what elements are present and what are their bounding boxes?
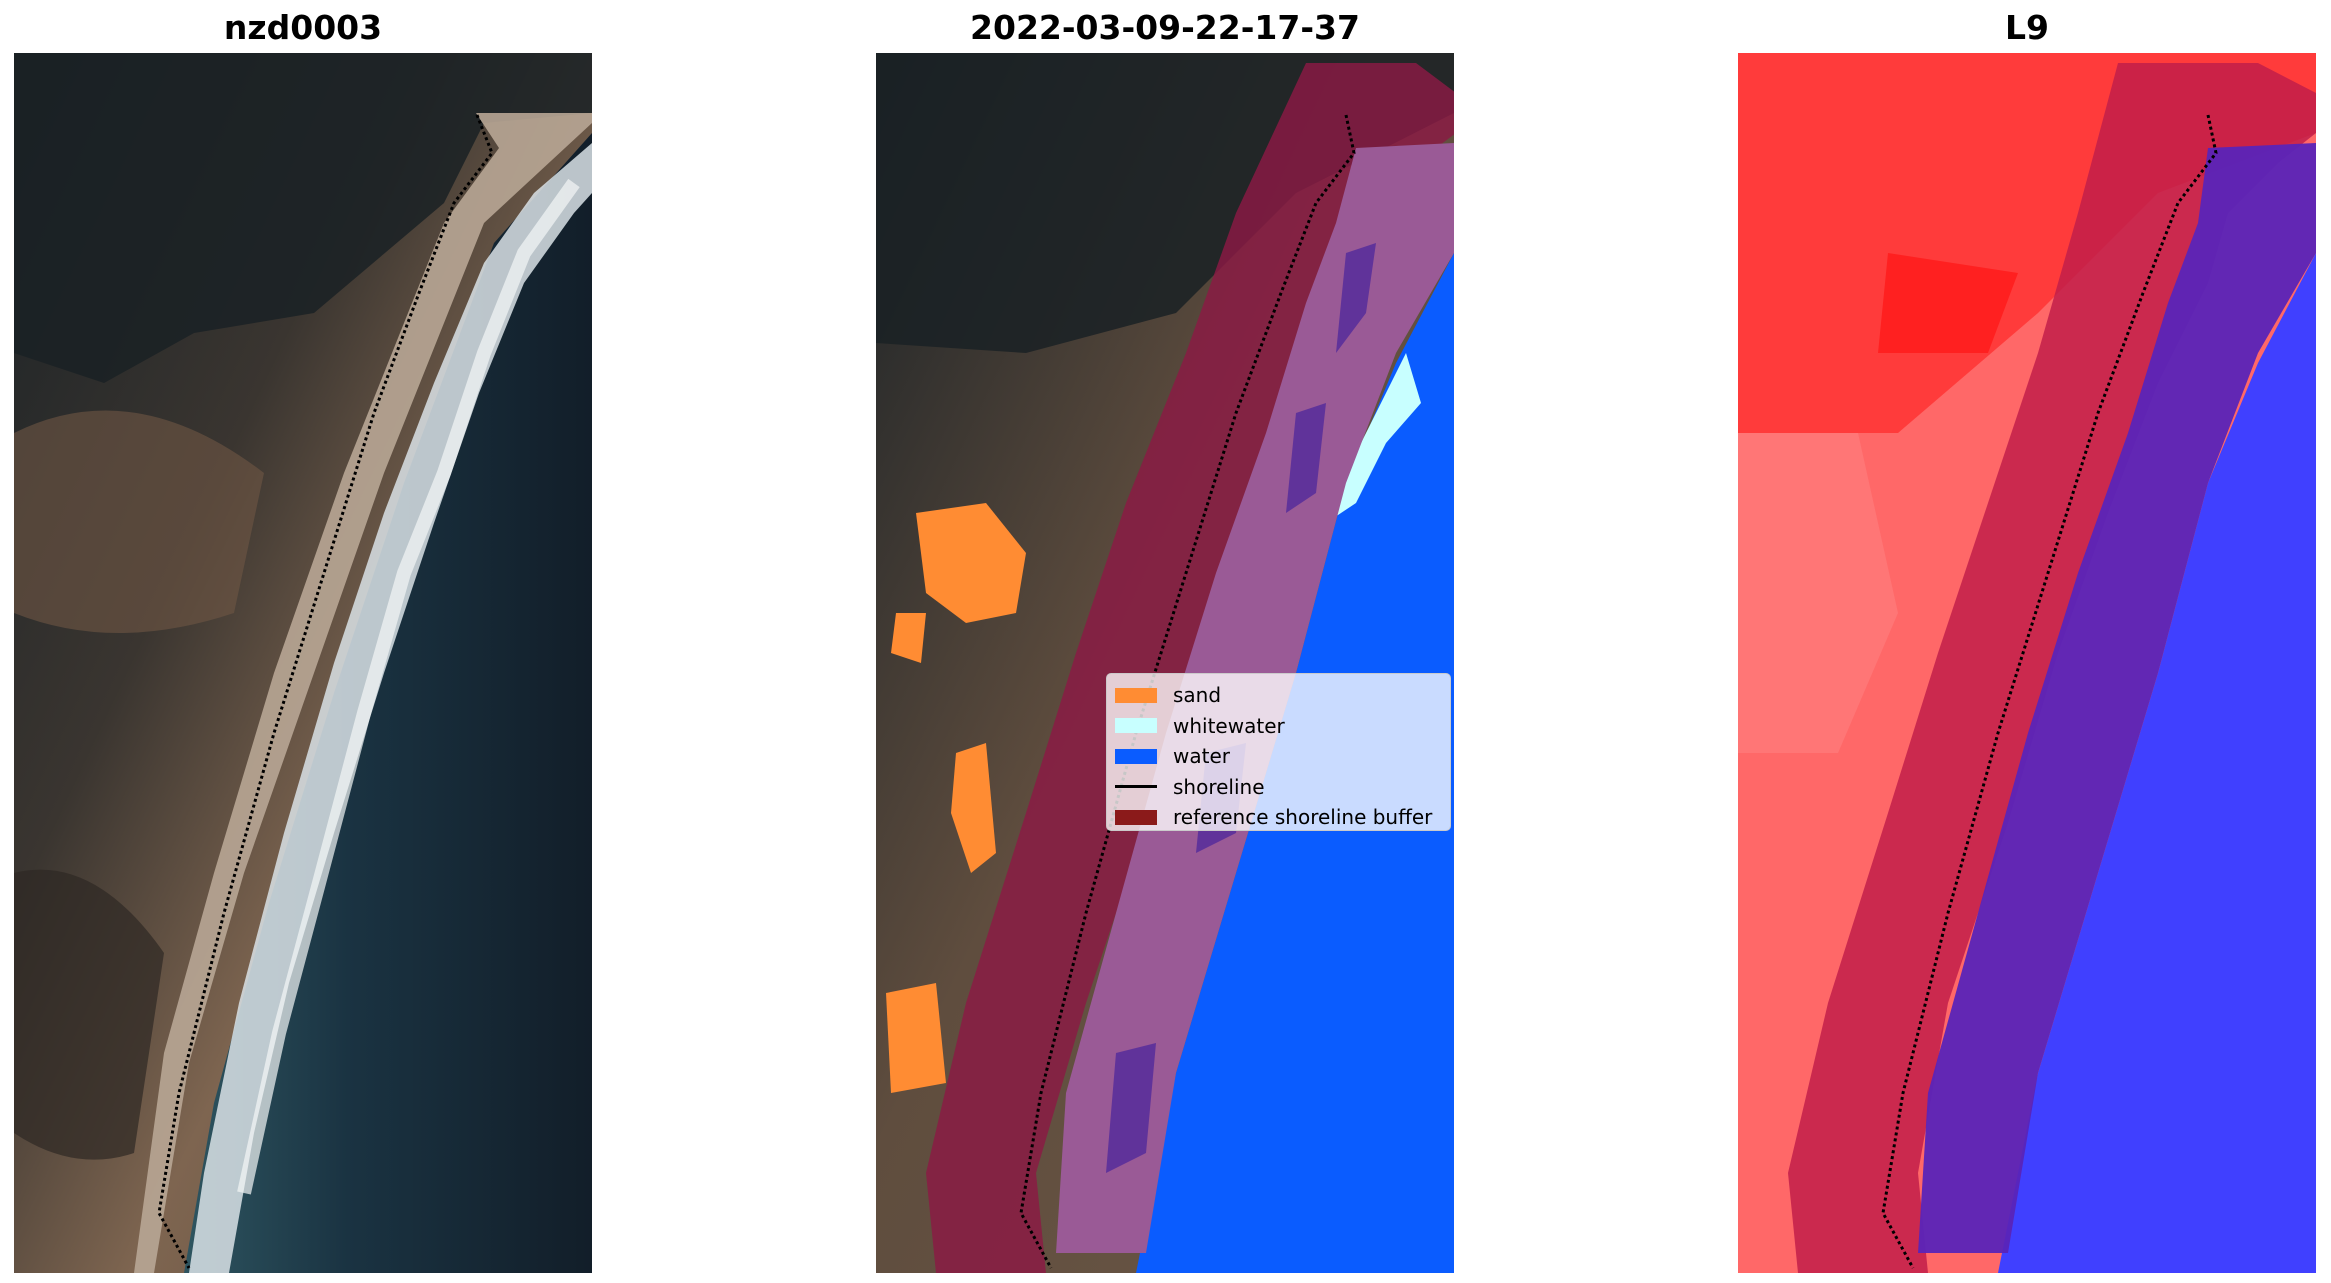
surf-zone: [189, 143, 592, 1273]
legend-item-whitewater: whitewater: [1115, 711, 1442, 742]
legend-item-shoreline: shoreline: [1115, 772, 1442, 803]
shoreline-swatch: [1115, 785, 1157, 789]
sand-swatch: [1115, 687, 1157, 703]
classified-image: [876, 53, 1454, 1273]
panel-title-classified: 2022-03-09-22-17-37: [970, 8, 1360, 47]
index-buffer-seaward: [1918, 143, 2316, 1253]
sand-class: [916, 503, 1026, 623]
shoreline-line: [157, 114, 494, 1269]
legend-item-water: water: [1115, 741, 1442, 772]
legend-label-water: water: [1173, 744, 1230, 769]
rgb-satellite-image: [14, 53, 592, 1273]
whitewater-class: [1326, 353, 1421, 523]
legend-label-whitewater: whitewater: [1173, 713, 1285, 738]
panel-title-rgb: nzd0003: [223, 8, 383, 47]
index-water: [1998, 253, 2316, 1273]
index-image: [1738, 53, 2316, 1273]
water-swatch: [1115, 748, 1157, 764]
panel-title-index: L9: [2005, 8, 2049, 47]
shoreline-line: [1019, 114, 1356, 1269]
whitewater-swatch: [1115, 718, 1157, 734]
legend-item-sand: sand: [1115, 680, 1442, 711]
shoreline-line: [1881, 114, 2218, 1269]
legend: sand whitewater water shoreline referenc…: [1106, 673, 1451, 831]
legend-label-sand: sand: [1173, 683, 1222, 708]
legend-label-shoreline: shoreline: [1173, 774, 1265, 799]
legend-item-buffer: reference shoreline buffer: [1115, 802, 1442, 833]
buffer-swatch: [1115, 809, 1157, 825]
legend-label-buffer: reference shoreline buffer: [1173, 805, 1433, 830]
